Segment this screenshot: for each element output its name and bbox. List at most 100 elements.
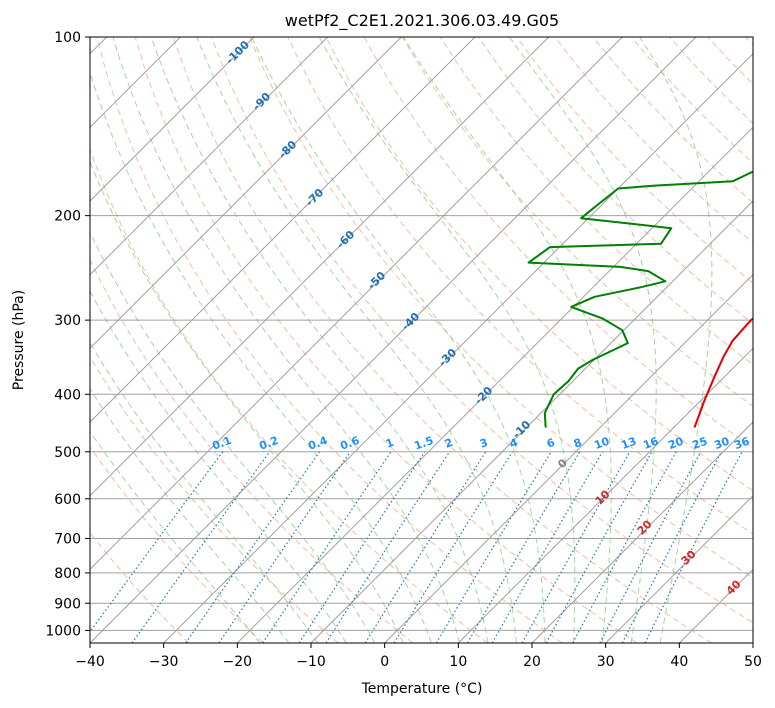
dry-adiabat: [287, 37, 753, 535]
dry-adiabat: [516, 37, 753, 284]
isotherm-label: 10: [593, 487, 613, 507]
dry-adiabat: [90, 355, 339, 643]
moist-adiabat: [251, 37, 546, 643]
moist-adiabat: [90, 70, 432, 643]
isotherm-label: 40: [724, 577, 744, 597]
isotherm-line: [90, 37, 255, 202]
moist-adiabat: [90, 341, 319, 643]
dry-adiabat: [90, 445, 264, 643]
moist-adiabat: [90, 387, 290, 643]
moist-adiabat: [402, 37, 612, 643]
mixing-ratio-label: 0.2: [257, 434, 280, 453]
mixing-ratio-label: 2: [443, 436, 455, 451]
mixing-ratio-line: [218, 451, 351, 643]
dry-adiabat: [172, 37, 712, 643]
isotherm-line: [90, 37, 402, 350]
chart-title: wetPf2_C2E1.2021.306.03.49.G05: [285, 11, 559, 31]
dry-adiabat: [745, 37, 753, 46]
mixing-ratio-line: [262, 451, 392, 643]
isotherm-label: 30: [679, 547, 699, 567]
x-tick-label: 0: [380, 654, 389, 670]
moist-adiabat: [196, 37, 517, 643]
isotherm-line: [605, 494, 753, 643]
dry-adiabat: [134, 37, 638, 643]
dry-adiabat: [90, 258, 414, 643]
dry-adiabat: [325, 37, 753, 492]
mixing-ratio-line: [325, 451, 451, 643]
moist-adiabat: [112, 37, 461, 643]
isotherm-line: [90, 37, 550, 497]
mixing-ratio-line: [435, 451, 552, 643]
y-tick-label: 200: [54, 209, 81, 225]
mixing-ratio-line: [90, 451, 224, 633]
isotherm-line: [90, 37, 476, 423]
moist-adiabat: [318, 37, 576, 643]
y-tick-label: 700: [54, 532, 81, 548]
y-tick-label: 100: [54, 30, 81, 46]
mixing-ratio-label: 25: [690, 435, 709, 452]
mixing-ratio-label: 36: [732, 434, 751, 452]
isotherm-label: -90: [250, 90, 273, 113]
mixing-ratio-line: [599, 451, 702, 643]
y-tick-label: 500: [54, 445, 81, 461]
mixing-ratio-label: 10: [592, 434, 611, 452]
mixing-ratio-label: 1.5: [412, 434, 435, 453]
mixing-ratio-line: [364, 451, 487, 643]
mixing-ratio-line: [644, 451, 743, 643]
isotherm-label: -50: [365, 269, 388, 292]
isotherm-line: [236, 126, 753, 643]
mixing-ratio-label: 30: [712, 434, 731, 452]
moist-adiabat: [90, 430, 261, 643]
axis-layer: −40 −30 −20 −10 0 10 20 30 40 5010020030040050060…: [45, 30, 762, 670]
x-tick-label: −10: [296, 654, 326, 670]
y-tick-label: 800: [54, 566, 81, 582]
mixing-ratio-line: [298, 451, 426, 643]
mixing-ratio-label: 1: [384, 436, 396, 451]
mixing-ratio-label: 20: [666, 434, 685, 452]
dry-adiabat: [707, 37, 753, 85]
mixing-ratio-label: 0.6: [338, 434, 361, 453]
y-axis-title: Pressure (hPa): [11, 290, 27, 390]
isotherm-line: [90, 37, 697, 643]
isotherm-label: -20: [472, 384, 495, 407]
label-layer: -100-90-80-70-60-50-40-30-20-10010203040…: [210, 38, 751, 598]
moist-adiabat: [639, 37, 713, 643]
y-tick-label: 300: [54, 313, 81, 329]
x-tick-label: −30: [149, 654, 179, 670]
isotherm-label: 20: [635, 517, 655, 537]
x-tick-label: 10: [449, 654, 467, 670]
x-tick-label: −40: [75, 654, 105, 670]
moist-adiabat: [90, 290, 347, 643]
dry-adiabat: [90, 531, 190, 643]
y-tick-label: 1000: [45, 623, 81, 639]
series-layer: [527, 170, 753, 428]
isotherm-line: [457, 347, 753, 643]
mixing-ratio-line: [185, 451, 321, 643]
mixing-ratio-line: [131, 451, 271, 643]
mixing-ratio-label: 16: [641, 434, 660, 452]
isotherm-line: [90, 37, 623, 571]
x-axis-title: Temperature (°C): [361, 681, 483, 697]
isotherm-line: [163, 52, 753, 643]
x-tick-label: 20: [523, 654, 541, 670]
isotherm-label: -30: [436, 346, 459, 369]
mixing-ratio-line: [521, 451, 631, 643]
moist-adiabat: [90, 230, 376, 643]
isotherm-line: [531, 421, 753, 643]
x-tick-label: −20: [223, 654, 253, 670]
mixing-ratio-label: 3: [478, 436, 490, 451]
x-tick-label: 50: [744, 654, 762, 670]
x-tick-label: 30: [597, 654, 615, 670]
mixing-ratio-label: 0.4: [306, 434, 329, 453]
isotherm-line: [310, 200, 753, 643]
y-tick-label: 900: [54, 596, 81, 612]
mixing-ratio-label: 8: [572, 436, 584, 451]
dewpoint-profile-line: [527, 170, 753, 428]
dry-adiabat: [554, 37, 753, 244]
y-tick-label: 600: [54, 492, 81, 508]
dry-adiabat: [211, 37, 753, 624]
dry-adiabat: [249, 37, 753, 579]
mixing-ratio-label: 0.1: [210, 434, 233, 453]
dry-adiabat: [90, 148, 488, 643]
